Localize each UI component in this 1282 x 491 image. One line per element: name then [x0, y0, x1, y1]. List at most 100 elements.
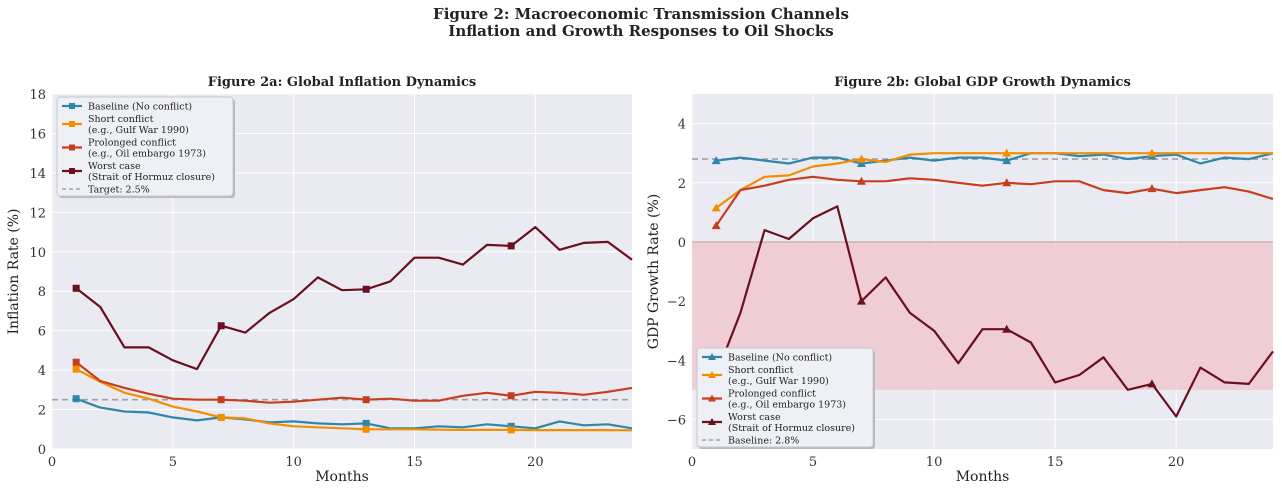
y-tick-label: 8: [38, 285, 46, 300]
series-line-short: [715, 152, 1273, 209]
data-point-baseline: [72, 395, 80, 403]
x-tick-label: 0: [48, 455, 56, 470]
legend-marker-worst: [708, 418, 716, 425]
legend-marker-worst: [69, 168, 75, 174]
legend-label: Worst case: [88, 161, 141, 172]
figure-title-line2: Inflation and Growth Responses to Oil Sh…: [448, 22, 834, 40]
legend-box: [56, 96, 234, 197]
legend-label: (Strait of Hormuz closure): [88, 172, 215, 183]
x-tick-label: 10: [926, 455, 943, 470]
x-axis-label: Months: [315, 469, 369, 485]
data-point-worst: [1147, 379, 1157, 388]
series-line-worst: [715, 205, 1274, 418]
x-tick-label: 5: [169, 455, 177, 470]
legend-marker-short: [708, 371, 716, 378]
y-tick-label: 2: [678, 177, 686, 192]
x-tick-label: 15: [406, 455, 423, 470]
x-axis-label: Months: [956, 469, 1010, 485]
legend-marker-baseline: [69, 103, 75, 109]
data-point-baseline: [711, 156, 721, 165]
y-axis-label: GDP Growth Rate (%): [646, 194, 662, 349]
data-point-short: [72, 365, 80, 373]
data-point-baseline: [362, 419, 370, 427]
y-tick-label: 0: [678, 236, 686, 251]
legend-label: Short conflict: [728, 365, 794, 376]
data-point-prolonged: [711, 221, 721, 230]
data-point-prolonged: [1002, 178, 1012, 187]
legend-label: Baseline: 2.8%: [728, 436, 799, 447]
legend-label: Baseline (No conflict): [728, 353, 832, 364]
x-tick-label: 10: [285, 455, 302, 470]
x-tick-label: 20: [1168, 455, 1185, 470]
legend-label: (e.g., Oil embargo 1973): [728, 400, 846, 411]
data-point-short: [217, 413, 225, 421]
y-tick-label: 16: [29, 127, 46, 142]
data-point-short: [1002, 148, 1012, 157]
legend-label: Short conflict: [88, 114, 154, 125]
y-tick-label: 2: [38, 404, 46, 419]
data-point-baseline: [856, 159, 866, 168]
x-tick-label: 5: [809, 455, 817, 470]
data-point-prolonged: [362, 396, 370, 404]
data-point-prolonged: [1147, 184, 1157, 193]
chart-title: Figure 2a: Global Inflation Dynamics: [208, 75, 476, 90]
legend-label: (e.g., Gulf War 1990): [728, 376, 829, 387]
x-tick-label: 15: [1047, 455, 1064, 470]
y-tick-label: 12: [29, 206, 46, 221]
y-tick-label: −6: [667, 413, 686, 428]
legend-label: (e.g., Oil embargo 1973): [88, 149, 206, 160]
series-line-worst: [75, 226, 633, 371]
chart-panel-gdp: −6 −4 −2 0 2 4 0 5 10 15 20 Months GDP Growth Rate (…: [646, 75, 1274, 485]
legend-marker-prolonged: [69, 144, 75, 151]
y-tick-label: 14: [29, 167, 46, 182]
legend: Baseline (No conflict)Short conflict(e.g…: [56, 96, 235, 198]
x-tick-label: 0: [688, 455, 696, 470]
y-tick-label: −4: [667, 354, 686, 369]
y-axis-label: Inflation Rate (%): [6, 208, 22, 334]
data-point-short: [856, 154, 866, 163]
chart-panel-inflation: 0 2 4 6 8 10 12 14 16 18 0 5 10 15 20 Months Inflation R…: [6, 75, 633, 485]
data-point-worst: [72, 284, 80, 292]
series-line-prolonged: [715, 175, 1274, 227]
y-tick-label: 0: [38, 443, 46, 458]
legend-label: (e.g., Gulf War 1990): [88, 125, 189, 136]
legend-label: Target: 2.5%: [88, 185, 150, 196]
legend-label: Worst case: [728, 412, 781, 423]
legend-label: Prolonged conflict: [88, 138, 176, 149]
y-tick-label: 10: [29, 246, 46, 261]
legend-box: [696, 347, 874, 448]
data-point-prolonged: [72, 358, 80, 366]
data-point-baseline: [507, 422, 515, 430]
data-point-worst: [362, 285, 370, 293]
y-tick-label: −2: [667, 295, 686, 310]
data-point-prolonged: [217, 396, 225, 404]
x-tick-label: 20: [527, 455, 544, 470]
chart-title: Figure 2b: Global GDP Growth Dynamics: [834, 75, 1131, 90]
data-point-worst: [507, 242, 515, 250]
data-point-short: [362, 425, 370, 433]
y-tick-label: 6: [38, 325, 46, 340]
legend-label: Prolonged conflict: [728, 389, 816, 400]
data-point-short: [711, 203, 721, 212]
legend-label: Baseline (No conflict): [88, 102, 192, 113]
data-point-prolonged: [507, 392, 515, 400]
figure-title-line1: Figure 2: Macroeconomic Transmission Cha…: [433, 5, 849, 23]
data-point-worst: [856, 296, 866, 305]
legend-marker-baseline: [708, 353, 716, 360]
series-line-baseline: [75, 397, 633, 430]
data-point-prolonged: [856, 176, 866, 185]
data-point-short: [1147, 148, 1157, 157]
legend-marker-prolonged: [708, 394, 716, 402]
y-tick-label: 18: [29, 88, 46, 103]
series-line-baseline: [716, 152, 1274, 165]
data-point-worst: [217, 322, 225, 330]
legend-marker-short: [69, 121, 75, 127]
legend: Baseline (No conflict)Short conflict(e.g…: [696, 347, 875, 449]
legend-label: (Strait of Hormuz closure): [728, 423, 855, 434]
y-tick-label: 4: [38, 364, 46, 379]
data-point-short: [507, 426, 515, 434]
data-point-baseline: [1002, 156, 1012, 165]
series-line-short: [75, 368, 633, 432]
y-tick-label: 4: [678, 118, 686, 133]
